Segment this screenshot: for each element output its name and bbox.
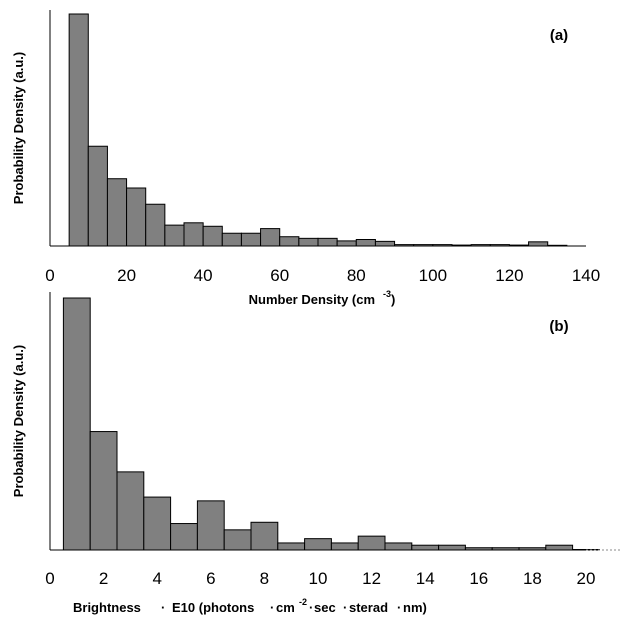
- bar-a-7: [202, 225, 223, 247]
- x-tick-label-a-6: 120: [495, 266, 523, 285]
- panel-b: 0 2 4 6 8 10 12 14 16 18 20 (b) Probability Densit…: [11, 292, 620, 615]
- bar-a-4: [145, 203, 166, 247]
- x-tick-label-b-4: 8: [260, 569, 269, 588]
- bar-a-6: [183, 222, 204, 247]
- bars-b: [62, 297, 600, 551]
- bar-b-6: [223, 529, 252, 551]
- x-tick-label-b-10: 20: [577, 569, 596, 588]
- bar-a-5: [164, 224, 185, 247]
- bar-b-5: [196, 500, 225, 551]
- bar-a-24: [528, 241, 549, 247]
- panel-label-b: (b): [549, 318, 568, 335]
- bar-a-12: [298, 237, 319, 247]
- x-tick-label-b-3: 6: [206, 569, 215, 588]
- x-axis-label-a-main: Number Density (cm: [249, 292, 375, 307]
- bar-b-13: [411, 544, 440, 551]
- bar-b-9: [304, 538, 332, 551]
- panel-a: 0 20 40 60 80 100 120 140 (a) Probability Densi…: [11, 10, 600, 307]
- x-tick-label-b-9: 18: [523, 569, 542, 588]
- bar-a-15: [355, 239, 376, 247]
- bar-b-14: [438, 544, 466, 551]
- x-tick-label-a-0: 0: [45, 266, 54, 285]
- x-axis-label-b-d: sec: [314, 600, 336, 615]
- bar-a-9: [240, 232, 262, 247]
- bar-b-4: [170, 523, 198, 551]
- x-tick-label-a-7: 140: [572, 266, 600, 285]
- bar-b-1: [89, 431, 118, 551]
- bar-b-11: [357, 535, 386, 551]
- x-tick-label-a-3: 60: [270, 266, 289, 285]
- bar-a-16: [374, 240, 396, 247]
- bar-b-7: [250, 521, 279, 551]
- bar-b-8: [277, 542, 306, 551]
- bar-a-10: [260, 228, 281, 247]
- bar-a-8: [221, 232, 242, 247]
- bar-a-2: [106, 178, 128, 247]
- x-tick-label-b-8: 16: [469, 569, 488, 588]
- x-axis-label-b-dot2: ·: [270, 600, 274, 615]
- x-tick-label-b-1: 2: [99, 569, 108, 588]
- x-axis-label-b-b: E10 (photons: [172, 600, 254, 615]
- bar-a-14: [336, 240, 357, 247]
- x-axis-label-a-sup: -3: [383, 289, 391, 299]
- x-axis-label-b-a: Brightness: [73, 600, 141, 615]
- x-ticks-a: 0 20 40 60 80 100 120 140: [45, 266, 600, 285]
- x-tick-label-b-6: 12: [362, 569, 381, 588]
- x-tick-label-b-7: 14: [416, 569, 435, 588]
- bar-b-3: [143, 496, 172, 551]
- x-axis-label-b-dot4: ·: [343, 600, 347, 615]
- x-tick-label-b-0: 0: [45, 569, 54, 588]
- x-tick-label-a-2: 40: [194, 266, 213, 285]
- bar-b-12: [384, 542, 413, 551]
- bar-a-0: [68, 13, 89, 247]
- x-axis-label-a-end: ): [391, 292, 395, 307]
- x-tick-label-b-2: 4: [152, 569, 161, 588]
- bar-b-18: [545, 544, 574, 551]
- bar-b-0: [62, 297, 91, 551]
- x-tick-label-a-4: 80: [347, 266, 366, 285]
- x-axis-label-b: Brightness · E10 (photons · cm -2 ·sec · sterad ·…: [73, 597, 427, 615]
- x-axis-label-b-dot1: ·: [161, 600, 165, 615]
- x-axis-label-b-dot5: ·: [397, 600, 401, 615]
- bar-b-2: [116, 471, 145, 551]
- bar-a-13: [317, 237, 338, 247]
- x-axis-label-b-e: sterad: [349, 600, 388, 615]
- x-axis-label-b-f: nm): [403, 600, 427, 615]
- x-axis-label-b-c: cm: [276, 600, 295, 615]
- bars-a: [68, 13, 568, 247]
- y-axis-label-a: Probability Density (a.u.): [11, 52, 26, 204]
- panel-label-a: (a): [550, 27, 568, 44]
- bar-a-11: [279, 236, 300, 247]
- y-axis-label-b: Probability Density (a.u.): [11, 345, 26, 497]
- x-axis-label-b-dot3: ·: [309, 600, 313, 615]
- x-tick-label-b-5: 10: [309, 569, 328, 588]
- x-axis-label-b-sup: -2: [299, 597, 307, 607]
- bar-b-10: [330, 542, 359, 551]
- bar-a-1: [87, 145, 108, 247]
- bar-a-3: [126, 187, 147, 247]
- x-ticks-b: 0 2 4 6 8 10 12 14 16 18 20: [45, 569, 595, 588]
- x-tick-label-a-1: 20: [117, 266, 136, 285]
- x-tick-label-a-5: 100: [419, 266, 447, 285]
- x-axis-label-a: Number Density (cm -3): [249, 289, 396, 307]
